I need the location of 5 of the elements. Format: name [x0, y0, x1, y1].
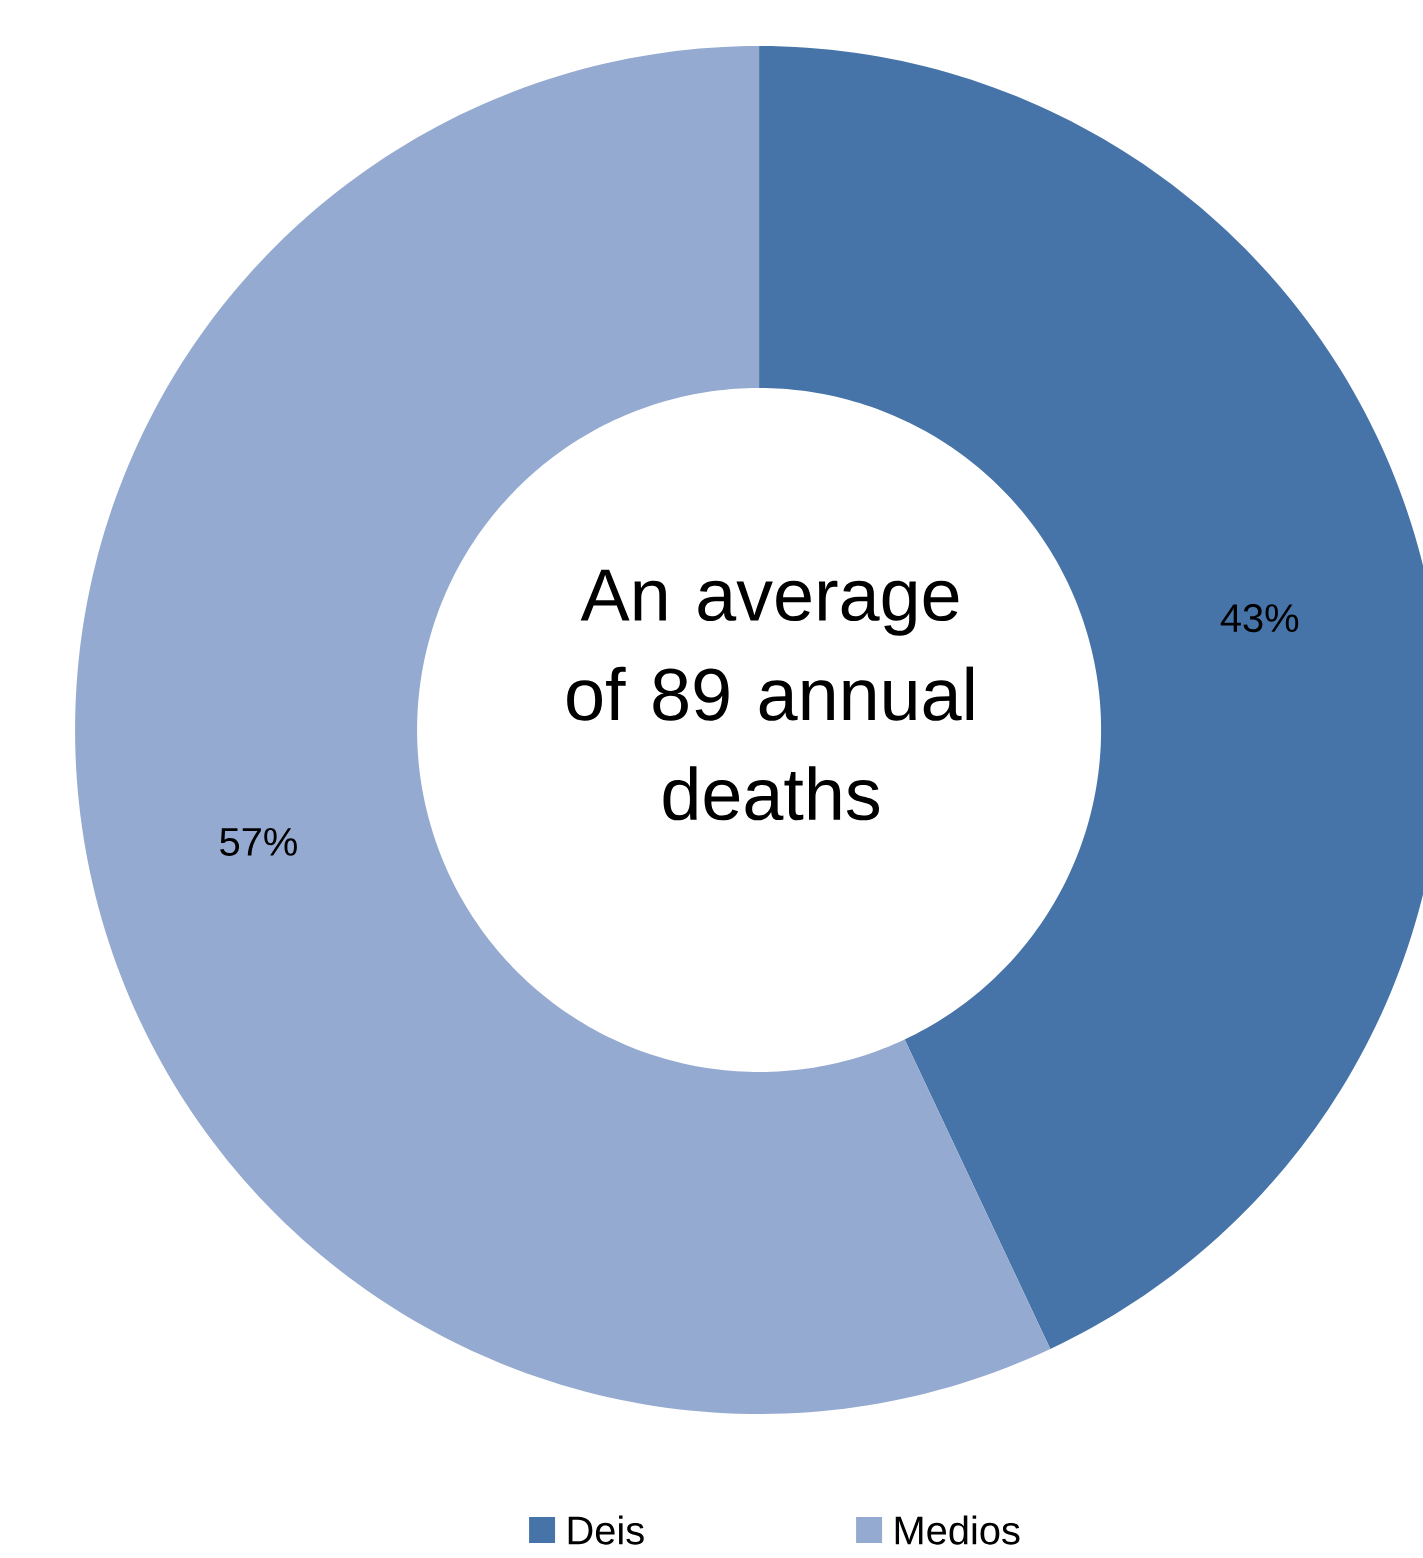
data-label: 43% — [1220, 604, 1299, 633]
text: An average of 89 annual deaths — [567, 569, 973, 821]
legend-label: Medios — [895, 1515, 1020, 1545]
data-label: 57% — [220, 827, 297, 856]
legend-label: Deis — [568, 1515, 644, 1545]
